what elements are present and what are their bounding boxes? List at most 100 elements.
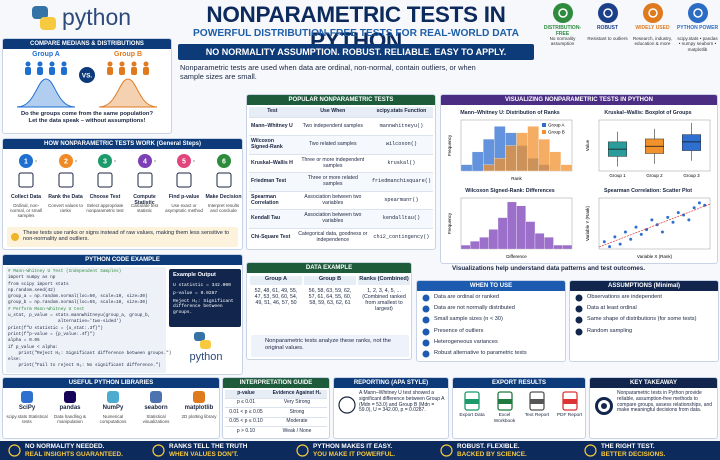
when-panel: WHEN TO USE Data are ordinal or ranked Dat…	[416, 280, 566, 362]
legend-label: Group B	[548, 130, 565, 135]
tests-table: Test Use When scipy.stats Function Mann–Whi…	[249, 107, 433, 247]
list-item: Random sampling	[587, 327, 633, 334]
code-block: # Mann-Whitney U Test (Independent Sampl…	[6, 267, 171, 373]
target-ring	[601, 403, 607, 409]
steps-panel: HOW NONPARAMETRIC TESTS WORK (General St…	[2, 138, 243, 250]
person-head	[49, 61, 55, 67]
histogram-bar	[507, 201, 517, 250]
library-icon-box	[21, 391, 33, 403]
library-icon-box	[64, 391, 76, 403]
library-icon	[193, 391, 205, 403]
code-line: # Perform Mann-Whitney U test	[8, 306, 85, 312]
x-axis-label: Difference	[506, 254, 527, 259]
export-panel: EXPORT RESULTS Export Data Excel Workbook T…	[452, 377, 586, 439]
list-item: Robust alternative to parametric tests	[434, 350, 527, 356]
pen-circle	[338, 396, 356, 414]
feature-title: ROBUST	[596, 25, 619, 31]
person-body	[61, 67, 67, 75]
footer-icon-circle	[584, 444, 597, 457]
export-icon	[561, 391, 578, 411]
interpretation-row: p ≤ 0.01 Very Strong	[225, 398, 327, 408]
library-icon	[64, 391, 76, 403]
step-title: Make Decision	[205, 194, 242, 200]
list-icon-circle	[422, 339, 430, 347]
interpretation-cell: Very Strong	[283, 399, 311, 406]
tests-row: Mann–Whitney U Two independent samples man…	[249, 117, 433, 136]
person-head	[131, 61, 137, 67]
tests-row: Friedman Test Three or more related sampl…	[249, 172, 433, 192]
footer-icon	[296, 444, 309, 457]
scatter-point	[660, 230, 664, 234]
step-number: 6	[222, 159, 226, 166]
list-icon	[422, 294, 430, 302]
tests-cell: kruskal()	[387, 159, 416, 166]
panel-title: PYTHON CODE EXAMPLE	[3, 255, 242, 265]
footer-icon	[440, 444, 453, 457]
step-glyph	[18, 172, 34, 188]
compare-panel: COMPARE MEDIANS & DISTRIBUTIONS Group A Gr…	[2, 38, 172, 134]
list-icon	[422, 316, 430, 324]
step-glyph	[137, 172, 152, 188]
person-body	[25, 67, 31, 75]
scatter-point	[671, 220, 675, 224]
scatter-point	[613, 235, 617, 239]
legend-swatch	[542, 130, 546, 134]
library-text: 2D plotting library	[181, 414, 217, 419]
histogram-bar	[460, 164, 473, 172]
feature-icon-circle	[688, 3, 708, 23]
step-icon: 1	[18, 154, 37, 188]
column-header: p-value	[237, 390, 255, 396]
interpretation-row: p > 0.10 Weak / None	[225, 426, 327, 437]
histogram-bar	[505, 145, 517, 172]
list-icon-circle	[422, 305, 430, 313]
code-line: group_a = np.random.normal(loc=50, scale…	[8, 294, 148, 300]
step-glyph	[176, 172, 192, 188]
bell-curve	[16, 78, 76, 108]
interpretation-cell: Strong	[289, 408, 305, 415]
tests-row: Wilcoxon Signed-Rank Two related samples w…	[249, 135, 433, 155]
histogram-bar	[562, 244, 573, 250]
step-text: Use exact or asymptotic method	[165, 203, 203, 214]
step-text: Convert values to ranks	[47, 203, 84, 214]
output-box: Example Output U statistic = 342.000 p-val…	[169, 269, 241, 327]
step-number: 5	[182, 159, 186, 166]
tests-cell: mannwhitneyu()	[379, 122, 424, 129]
step-number: 2	[64, 159, 68, 166]
panel-title: WHEN TO USE	[417, 281, 565, 291]
person-head	[107, 61, 113, 67]
code-line: alpha = 0.05	[8, 338, 40, 344]
code-line: alternative='two-sided')	[8, 319, 122, 325]
step-glyph	[58, 172, 73, 188]
feature-icon	[553, 3, 573, 23]
data-note: Nonparametric tests analyze these ranks,…	[251, 335, 409, 357]
column-header: Test	[267, 108, 278, 114]
code-line: group_b = np.random.normal(loc=55, scale…	[8, 300, 148, 306]
footer-line: BACKED BY SCIENCE.	[457, 451, 527, 458]
x-axis-label: Variable X (Rank)	[637, 254, 673, 259]
step-glyph	[97, 172, 113, 188]
logo-blue	[194, 332, 205, 341]
vs-label: VS.	[82, 73, 93, 80]
person-head	[61, 61, 67, 67]
data-column-header: Group B	[304, 276, 356, 285]
tests-cell: Three or more related samples	[307, 175, 358, 188]
person-head	[119, 61, 125, 67]
x-axis-label: Rank	[511, 176, 522, 181]
step-icon: 6	[216, 154, 231, 188]
panel-title: HOW NONPARAMETRIC TESTS WORK (General St…	[3, 139, 242, 149]
output-title: Example Output	[173, 272, 216, 278]
list-item: Heterogeneous variances	[434, 338, 498, 345]
file-band	[562, 399, 577, 404]
chart-title: Spearman Correlation: Scatter Plot	[604, 188, 692, 194]
list-item: Presence of outliers	[434, 327, 484, 334]
list-icon-circle	[575, 294, 583, 302]
bell-curve	[98, 78, 158, 108]
histogram-bar	[470, 241, 480, 250]
tests-cell: Association between two variables	[304, 193, 362, 206]
histogram-bar	[516, 132, 528, 172]
scatter-point	[602, 240, 606, 244]
step-number: 3	[103, 159, 107, 166]
y-axis-label: Value	[585, 139, 590, 151]
step-number-circle	[98, 154, 112, 168]
histogram-bar	[516, 205, 526, 250]
